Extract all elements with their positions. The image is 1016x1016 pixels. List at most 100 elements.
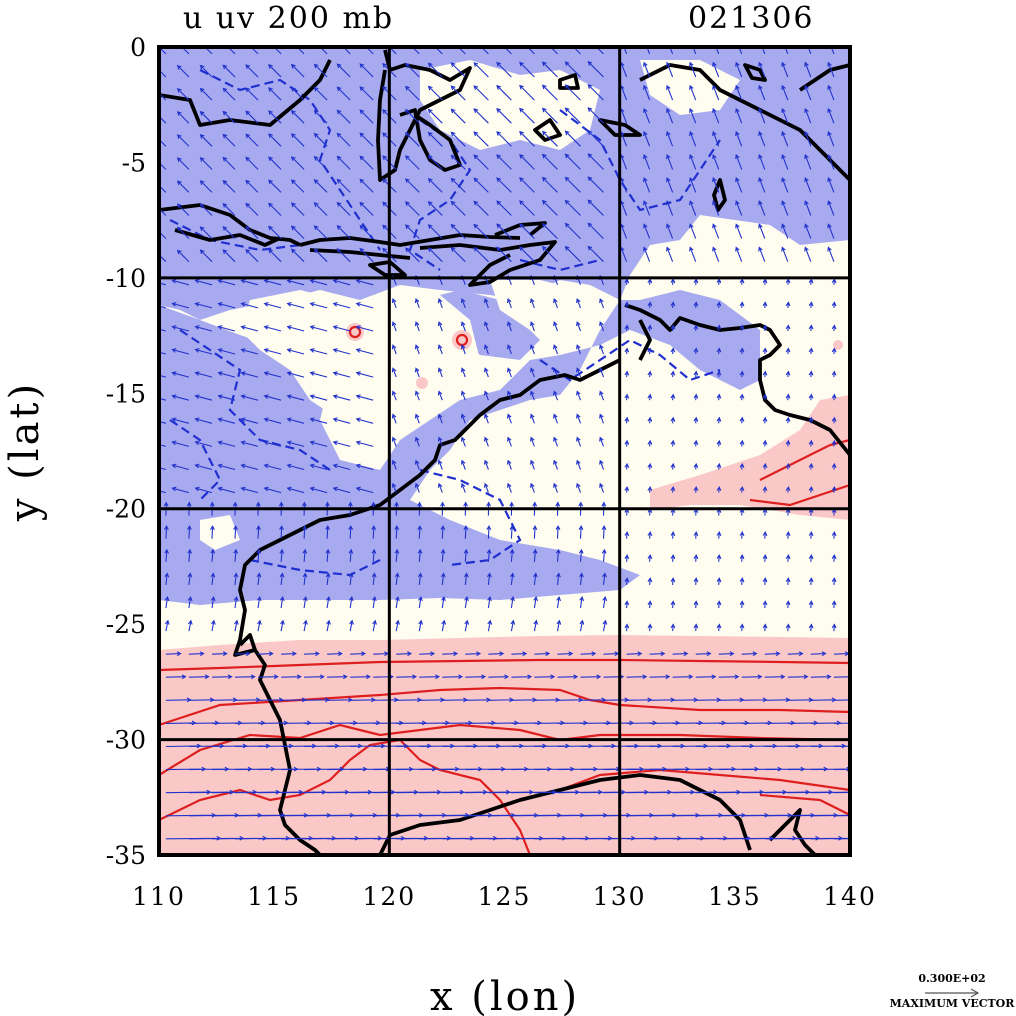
wind-vector bbox=[414, 321, 420, 332]
wind-vector bbox=[194, 394, 213, 401]
wind-vector bbox=[210, 595, 216, 609]
wind-vector bbox=[670, 485, 676, 493]
wind-vector bbox=[666, 223, 674, 239]
wind-vector bbox=[530, 367, 535, 378]
wind-vector bbox=[693, 324, 699, 332]
wind-vector bbox=[313, 248, 328, 263]
wind-vector bbox=[257, 651, 274, 657]
wind-vector bbox=[460, 298, 466, 309]
wind-vector bbox=[245, 87, 259, 101]
wind-vector bbox=[279, 548, 285, 562]
wind-vector bbox=[427, 200, 443, 216]
wind-vector bbox=[670, 530, 676, 539]
wind-vector bbox=[171, 301, 190, 309]
wind-vector bbox=[336, 201, 351, 216]
wind-vector bbox=[712, 223, 720, 239]
wind-vector bbox=[781, 177, 789, 193]
wind-vector bbox=[758, 130, 766, 147]
wind-vector bbox=[483, 367, 489, 378]
wind-vector bbox=[325, 572, 331, 585]
wind-vector bbox=[460, 367, 466, 378]
wind-vector bbox=[450, 200, 466, 216]
wind-vector bbox=[263, 486, 282, 494]
wind-vector bbox=[222, 226, 236, 239]
wind-vector bbox=[336, 178, 351, 193]
wind-vector bbox=[808, 347, 814, 355]
wind-vector bbox=[624, 577, 630, 585]
wind-vector bbox=[526, 47, 535, 55]
wind-vector bbox=[739, 416, 745, 424]
wind-vector bbox=[712, 61, 720, 78]
wind-vector bbox=[689, 200, 697, 216]
wind-vector bbox=[533, 595, 539, 609]
wind-vector bbox=[549, 47, 558, 55]
wind-vector bbox=[217, 394, 236, 401]
wind-vector bbox=[187, 595, 193, 609]
wind-vector bbox=[437, 436, 443, 447]
wind-vector bbox=[624, 324, 630, 332]
wind-vector bbox=[463, 572, 469, 585]
wind-vector bbox=[279, 595, 285, 609]
wind-vector bbox=[735, 107, 743, 124]
wind-vector bbox=[785, 416, 791, 424]
wind-vector bbox=[457, 47, 466, 55]
wind-vector bbox=[159, 282, 167, 286]
wind-vector bbox=[268, 248, 282, 263]
wind-vector bbox=[762, 347, 768, 355]
wind-vector bbox=[404, 85, 420, 101]
reference-vector-value: 0.300E+02 bbox=[918, 972, 985, 985]
wind-vector bbox=[503, 47, 512, 55]
wind-vector bbox=[464, 619, 470, 632]
wind-vector bbox=[437, 321, 443, 332]
wind-vector bbox=[440, 525, 446, 539]
wind-vector bbox=[234, 674, 256, 680]
wind-vector bbox=[827, 177, 835, 193]
wind-vector bbox=[309, 301, 328, 309]
wind-vector bbox=[313, 202, 328, 216]
wind-vector bbox=[286, 394, 305, 401]
wind-vector bbox=[371, 525, 377, 539]
wind-vector bbox=[487, 595, 492, 609]
wind-vector bbox=[286, 325, 305, 332]
wind-vector bbox=[624, 301, 630, 308]
wind-vector bbox=[693, 301, 699, 308]
wind-vector bbox=[332, 371, 351, 378]
wind-vector bbox=[171, 486, 190, 494]
wind-vector bbox=[716, 324, 722, 332]
wind-vector bbox=[194, 417, 213, 424]
wind-vector bbox=[418, 595, 423, 609]
wind-vector bbox=[827, 200, 835, 216]
wind-vector bbox=[599, 367, 605, 378]
wind-vector bbox=[808, 623, 814, 632]
wind-vector bbox=[784, 47, 789, 55]
wind-vector bbox=[781, 61, 789, 78]
wind-vector bbox=[666, 130, 674, 147]
wind-vector bbox=[579, 572, 584, 585]
wind-vector bbox=[450, 154, 466, 170]
wind-vector bbox=[785, 370, 791, 378]
wind-vector bbox=[827, 84, 835, 101]
y-axis-label: y (lat) bbox=[2, 381, 48, 522]
wind-vector bbox=[442, 674, 464, 680]
wind-vector bbox=[496, 154, 512, 170]
wind-vector bbox=[785, 577, 791, 585]
wind-vector bbox=[693, 600, 699, 609]
wind-vector bbox=[332, 348, 351, 355]
x-tick-labels: 110 115 120 125 130 135 140 bbox=[132, 882, 875, 911]
wind-vector bbox=[831, 577, 837, 585]
wind-vector bbox=[506, 321, 512, 332]
wind-vector bbox=[440, 548, 446, 562]
wind-vector bbox=[496, 200, 512, 216]
wind-vector bbox=[313, 132, 328, 147]
wind-vector bbox=[785, 301, 791, 308]
wind-vector bbox=[785, 554, 791, 562]
wind-vector bbox=[804, 223, 812, 239]
wind-vector bbox=[762, 416, 768, 424]
wind-vector bbox=[647, 416, 653, 424]
wind-vector bbox=[348, 572, 354, 585]
wind-vector bbox=[233, 595, 239, 609]
wind-vector bbox=[450, 247, 466, 263]
wind-vector bbox=[672, 651, 689, 657]
x-tick-label: 110 bbox=[132, 882, 186, 911]
wind-vector bbox=[359, 109, 374, 124]
